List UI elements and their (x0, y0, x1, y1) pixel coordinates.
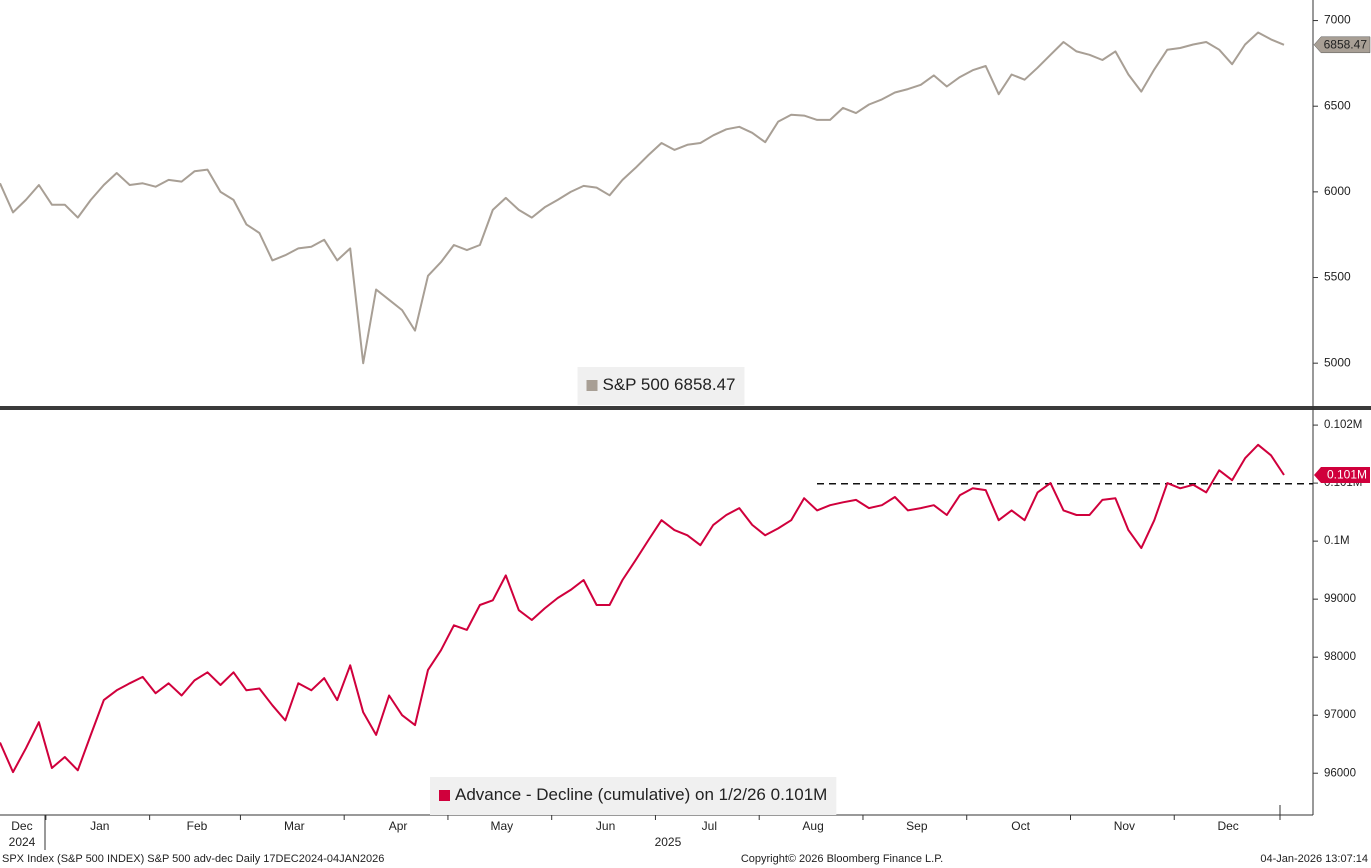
last-value-label: 6858.47 (1324, 37, 1368, 51)
y-tick-label: 5500 (1324, 270, 1351, 284)
x-tick-label: Dec (11, 819, 32, 833)
y-tick-label: 7000 (1324, 13, 1351, 27)
series-line (0, 443, 1285, 774)
x-tick-label: Apr (389, 819, 408, 833)
last-value-label: 0.101M (1327, 468, 1367, 482)
legend-name: S&P 500 (603, 375, 670, 394)
footer-right: 04-Jan-2026 13:07:14 (1260, 853, 1368, 865)
x-tick-label: Dec (1217, 819, 1238, 833)
legend: S&P 500 6858.47 (577, 367, 745, 405)
legend-value: 0.101M (771, 785, 828, 804)
legend: Advance - Decline (cumulative) on 1/2/26… (430, 777, 837, 815)
x-tick-label: Jul (702, 819, 717, 833)
y-tick-label: 6000 (1324, 184, 1351, 198)
y-tick-label: 96000 (1324, 767, 1356, 779)
year-label: 2025 (655, 835, 682, 849)
x-tick-label: Jun (596, 819, 615, 833)
legend-box (430, 777, 837, 815)
x-tick-label: Oct (1011, 819, 1030, 833)
series-line (0, 31, 1285, 365)
x-tick-label: Sep (906, 819, 928, 833)
legend-name: Advance - Decline (cumulative) on 1/2/26 (455, 785, 766, 804)
legend-box (577, 367, 745, 405)
x-tick-label: Feb (187, 819, 208, 833)
x-tick-label: Jan (90, 819, 109, 833)
footer-left: SPX Index (S&P 500 INDEX) S&P 500 adv-de… (2, 853, 384, 865)
x-tick-label: Nov (1114, 819, 1135, 833)
y-tick-label: 5000 (1324, 355, 1351, 369)
x-tick-label: Mar (284, 819, 305, 833)
y-tick-label: 0.1M (1324, 535, 1350, 547)
footer-center: Copyright© 2026 Bloomberg Finance L.P. (741, 853, 943, 865)
panel-separator (0, 406, 1371, 410)
x-tick-label: Aug (802, 819, 823, 833)
y-tick-label: 97000 (1324, 709, 1356, 721)
year-label: 2024 (9, 835, 36, 849)
y-tick-label: 0.102M (1324, 419, 1362, 431)
legend-swatch (439, 790, 450, 801)
last-value-tag (1313, 36, 1371, 54)
y-tick-label: 99000 (1324, 593, 1356, 605)
y-tick-label: 98000 (1324, 651, 1356, 663)
legend-text: S&P 500 6858.47 (603, 375, 736, 394)
legend-text: Advance - Decline (cumulative) on 1/2/26… (455, 785, 827, 804)
legend-value: 6858.47 (674, 375, 735, 394)
y-tick-label: 6500 (1324, 98, 1351, 112)
last-value-tag (1314, 466, 1370, 483)
legend-swatch (586, 380, 598, 391)
x-tick-label: May (490, 819, 513, 833)
